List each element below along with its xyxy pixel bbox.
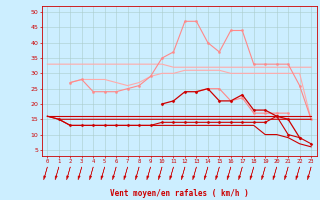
Text: Vent moyen/en rafales ( km/h ): Vent moyen/en rafales ( km/h ) bbox=[110, 189, 249, 198]
